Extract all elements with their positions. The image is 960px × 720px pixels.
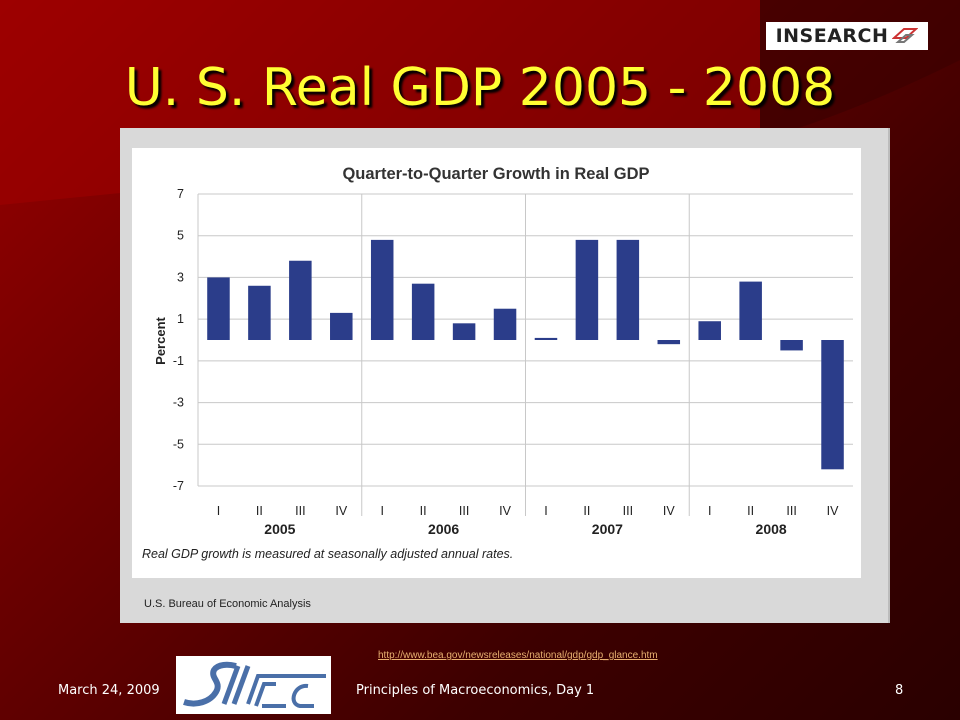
gdp-bar [493,308,517,340]
x-quarter-label: III [295,504,305,518]
gdp-bar [616,239,640,340]
page-number: 8 [895,683,904,698]
source-link[interactable]: http://www.bea.gov/newsreleases/national… [378,650,658,661]
gdp-bar [739,281,762,340]
x-year-label: 2007 [592,521,623,537]
gdp-bar [330,312,353,340]
chart-source: U.S. Bureau of Economic Analysis [144,598,311,610]
x-quarter-label: II [583,504,590,518]
x-quarter-label: I [544,504,547,518]
gdp-bar [370,239,394,340]
y-tick-label: 7 [177,187,184,201]
insearch-mark-icon [892,28,919,43]
y-tick-label: 5 [177,229,184,243]
gdp-bar [534,337,558,340]
y-tick-label: -7 [173,479,184,493]
x-quarter-label: IV [335,504,347,518]
x-quarter-label: I [217,504,220,518]
chart-area: Quarter-to-Quarter Growth in Real GDP 7 5… [132,148,861,578]
y-tick-label: -3 [173,396,184,410]
x-year-label: 2006 [428,521,459,537]
gdp-bar-chart: Quarter-to-Quarter Growth in Real GDP 7 5… [142,165,853,561]
chart-note: Real GDP growth is measured at seasonall… [142,547,513,561]
footer-course: Principles of Macroeconomics, Day 1 [356,683,595,698]
x-quarter-label: III [623,504,633,518]
insearch-logo-text: INSEARCH [775,25,889,47]
footer-date: March 24, 2009 [58,683,160,698]
x-quarter-label: II [256,504,263,518]
x-quarter-label: IV [663,504,675,518]
y-tick-label: 3 [177,270,184,284]
y-tick-label: -1 [173,354,184,368]
gdp-bar [207,277,230,340]
insearch-logo: INSEARCH [766,22,928,50]
x-quarter-label: IV [827,504,839,518]
gdp-bar [821,340,844,470]
x-quarter-label: III [786,504,796,518]
chart-title: Quarter-to-Quarter Growth in Real GDP [342,165,649,183]
slide-title: U. S. Real GDP 2005 - 2008 [124,58,836,118]
gdp-bar [698,321,721,340]
gdp-bar [289,260,312,340]
x-quarter-label: I [708,504,711,518]
x-year-label: 2005 [264,521,295,537]
gdp-bar [575,239,599,340]
y-axis-label: Percent [153,316,168,364]
x-quarter-label: IV [499,504,511,518]
gdp-bar [780,340,803,351]
x-quarter-label: II [747,504,754,518]
x-quarter-label: II [420,504,427,518]
y-tick-label: 1 [177,312,184,326]
x-quarter-label: III [459,504,469,518]
gdp-bar [452,323,476,340]
x-quarter-label: I [380,504,383,518]
silc-logo [176,656,331,714]
x-year-label: 2008 [756,521,787,537]
gdp-bar [248,285,271,340]
gdp-bar [657,340,681,345]
chart-panel: Quarter-to-Quarter Growth in Real GDP 7 5… [120,128,890,623]
y-tick-label: -5 [173,437,184,451]
gdp-bar [411,283,435,340]
